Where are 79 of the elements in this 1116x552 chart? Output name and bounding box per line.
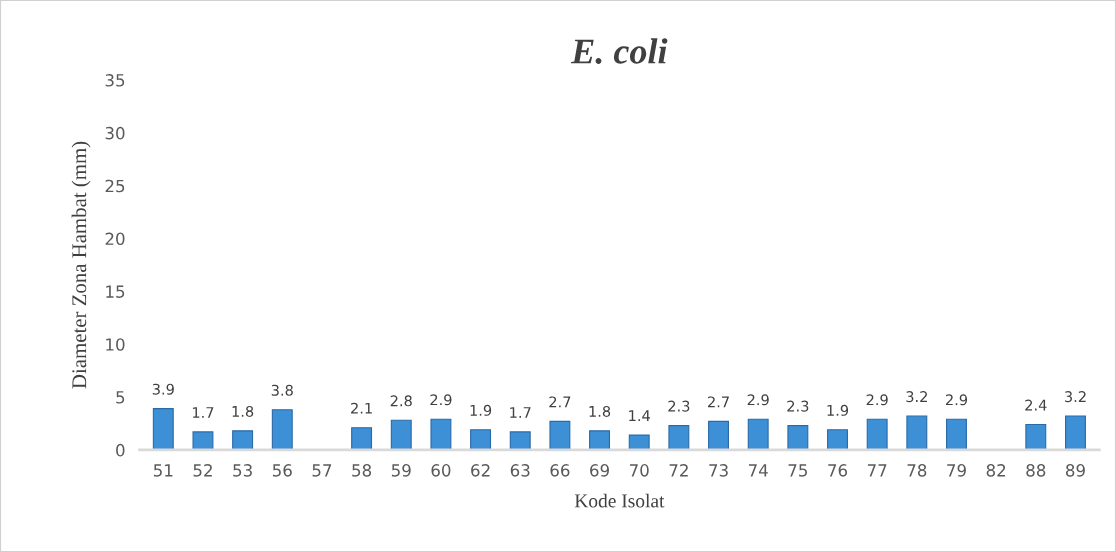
x-tick-label: 79 <box>947 464 966 477</box>
x-tick-label: 72 <box>669 464 688 477</box>
x-tick-label: 66 <box>550 464 570 477</box>
data-label: 2.9 <box>747 394 769 406</box>
y-axis-title: Diameter Zona Hambat (mm) <box>71 141 91 389</box>
data-label: 1.7 <box>192 407 214 418</box>
x-tick-label: 59 <box>391 464 411 477</box>
data-label: 1.9 <box>470 404 492 416</box>
data-label: 1.8 <box>232 405 254 417</box>
x-tick-label: 89 <box>1065 464 1085 477</box>
bar <box>628 434 650 450</box>
data-label: 3.2 <box>1064 391 1086 403</box>
chart-title: E. coli <box>570 38 668 64</box>
data-label: 1.8 <box>589 405 611 417</box>
y-tick-label: 5 <box>116 391 125 404</box>
data-label: 1.4 <box>629 410 650 421</box>
x-tick-label: 56 <box>272 464 292 477</box>
data-label: 2.1 <box>351 402 372 414</box>
data-label: 2.7 <box>708 396 729 408</box>
y-tick-label: 15 <box>106 285 125 298</box>
x-tick-label: 70 <box>629 464 649 477</box>
bar <box>747 418 769 450</box>
y-tick-label: 10 <box>106 338 125 351</box>
bar <box>589 430 611 450</box>
bar <box>549 420 571 450</box>
x-tick-label: 69 <box>590 464 609 477</box>
bar <box>152 408 174 450</box>
x-tick-label: 82 <box>986 464 1006 477</box>
bar <box>470 429 492 450</box>
bar <box>232 430 254 450</box>
data-label: 2.4 <box>1025 399 1047 411</box>
x-tick-label: 52 <box>193 464 212 477</box>
x-tick-label: 58 <box>352 464 372 477</box>
x-axis-title: Kode Isolat <box>574 493 665 508</box>
x-tick-label: 63 <box>510 464 530 477</box>
x-tick-label: 76 <box>828 464 848 477</box>
data-label: 3.9 <box>152 383 174 395</box>
bar <box>430 418 452 450</box>
data-label: 2.7 <box>549 396 571 408</box>
bar <box>1025 423 1047 450</box>
y-tick-label: 0 <box>116 443 125 457</box>
x-tick-label: 88 <box>1026 464 1046 477</box>
x-tick-label: 57 <box>312 464 332 477</box>
data-label: 3.8 <box>271 384 293 396</box>
bar <box>827 429 848 450</box>
bar <box>1064 415 1086 450</box>
bar <box>390 419 412 450</box>
bar <box>906 415 928 450</box>
y-tick-label: 30 <box>105 126 125 140</box>
bar <box>192 431 214 450</box>
y-tick-label: 35 <box>105 74 125 87</box>
data-label: 3.2 <box>906 391 927 403</box>
data-label: 1.9 <box>827 404 849 416</box>
x-tick-label: 74 <box>748 464 768 477</box>
bar <box>866 418 888 450</box>
data-label: 2.9 <box>866 394 888 406</box>
x-tick-label: 62 <box>471 464 490 477</box>
data-label: 2.3 <box>668 400 690 412</box>
data-label: 2.3 <box>787 400 809 412</box>
x-tick-label: 78 <box>907 464 927 477</box>
bar <box>708 420 729 450</box>
x-tick-label: 77 <box>867 464 887 477</box>
x-tick-label: 75 <box>788 464 807 477</box>
bar <box>271 409 293 450</box>
x-tick-label: 60 <box>431 464 451 477</box>
y-tick-label: 25 <box>105 179 125 193</box>
data-label: 2.9 <box>945 394 968 406</box>
bar <box>787 425 809 450</box>
x-tick-label: 53 <box>233 464 252 477</box>
data-label: 1.7 <box>510 407 531 418</box>
x-tick-label: 73 <box>709 464 728 477</box>
y-tick-label: 20 <box>105 232 125 246</box>
data-label: 2.9 <box>430 394 452 406</box>
data-label: 2.8 <box>390 395 412 407</box>
x-tick-label: 51 <box>153 464 173 477</box>
bar <box>946 418 967 450</box>
bar <box>668 425 690 450</box>
bar <box>351 427 373 450</box>
bar <box>509 431 531 450</box>
